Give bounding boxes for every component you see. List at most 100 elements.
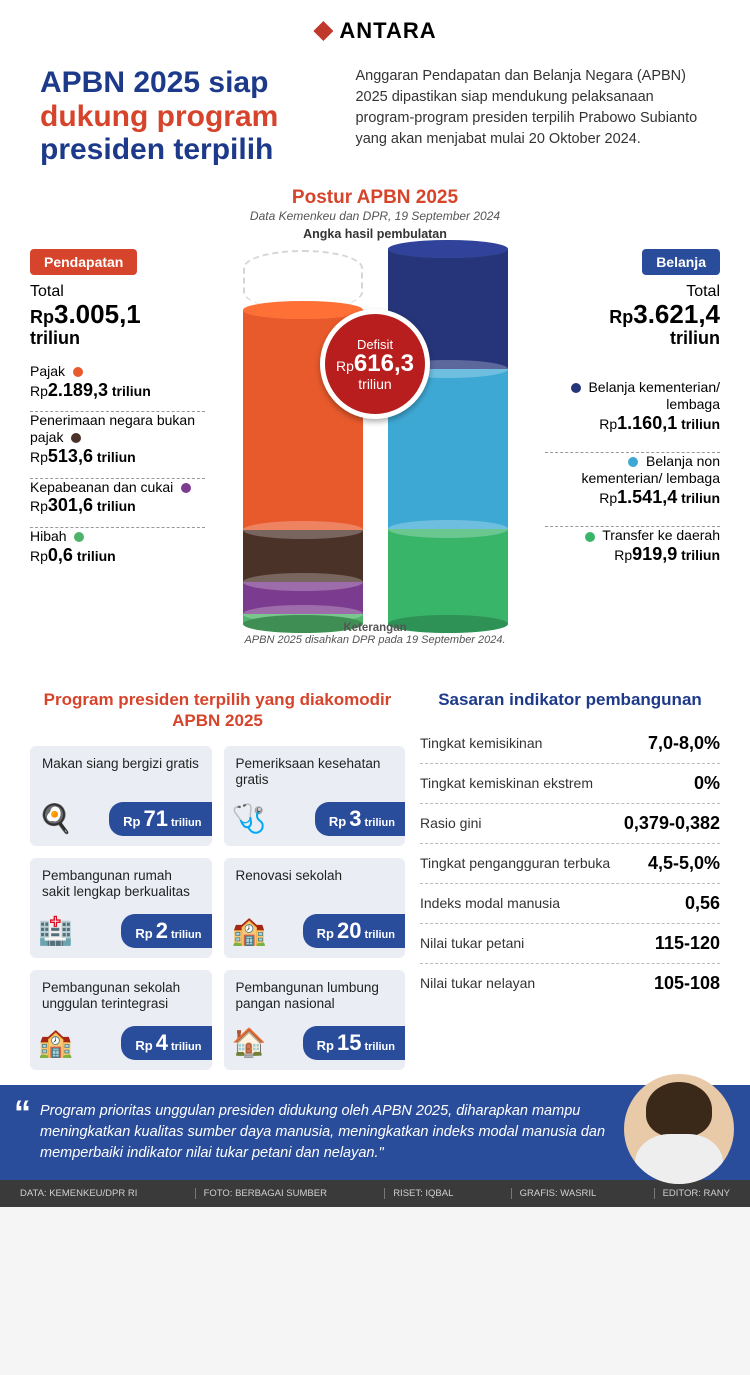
indicator-value: 4,5-5,0% bbox=[648, 853, 720, 874]
credit-foto: FOTO: BERBAGAI SUMBER bbox=[195, 1188, 327, 1199]
program-card: Pembangunan sekolah unggulan terintegras… bbox=[30, 970, 212, 1070]
program-value-bar: Rp20 triliun bbox=[303, 914, 405, 948]
legend-dot-icon bbox=[628, 457, 638, 467]
indicator-row: Rasio gini 0,379-0,382 bbox=[420, 804, 720, 844]
legend-dot-icon bbox=[585, 532, 595, 542]
belanja-total-unit: triliun bbox=[545, 328, 720, 349]
programs-section: Program presiden terpilih yang diakomodi… bbox=[30, 689, 405, 1070]
pendapatan-total-unit: triliun bbox=[30, 328, 205, 349]
program-value-bar: Rp4 triliun bbox=[121, 1026, 211, 1060]
credit-data: DATA: KEMENKEU/DPR RI bbox=[20, 1188, 137, 1199]
title-line-1: APBN 2025 siap bbox=[40, 66, 335, 100]
deficit-unit: triliun bbox=[358, 376, 391, 392]
header: ANTARA bbox=[0, 0, 750, 56]
pendapatan-column: Pendapatan Total Rp3.005,1 triliun Pajak… bbox=[30, 249, 205, 654]
indicators-section: Sasaran indikator pembangunan Tingkat ke… bbox=[420, 689, 720, 1070]
person-role: Menteri Keuangan bbox=[630, 1041, 732, 1059]
postur-section: Postur APBN 2025 Data Kemenkeu dan DPR, … bbox=[0, 187, 750, 669]
indicator-value: 115-120 bbox=[655, 933, 720, 954]
pendapatan-item: Hibah Rp0,6 triliun bbox=[30, 527, 205, 566]
program-card: Pemeriksaan kesehatan gratis 🩺 Rp3 trili… bbox=[224, 746, 406, 846]
indicator-label: Tingkat kemiskinan ekstrem bbox=[420, 775, 694, 792]
program-icon: 🏫 bbox=[38, 1026, 78, 1062]
lower-section: Program presiden terpilih yang diakomodi… bbox=[0, 669, 750, 1080]
person-avatar-icon bbox=[624, 1074, 734, 1184]
indicator-label: Tingkat kemisikinan bbox=[420, 735, 648, 752]
program-label: Makan siang bergizi gratis bbox=[42, 756, 200, 773]
deficit-value: 616,3 bbox=[354, 350, 414, 377]
indicator-value: 0,379-0,382 bbox=[624, 813, 720, 834]
legend-dot-icon bbox=[181, 483, 191, 493]
legend-dot-icon bbox=[571, 383, 581, 393]
legend-dot-icon bbox=[74, 532, 84, 542]
belanja-column: Belanja Total Rp3.621,4 triliun Belanja … bbox=[545, 249, 720, 654]
quote-icon: “ bbox=[14, 1089, 31, 1138]
title-line-3: presiden terpilih bbox=[40, 133, 335, 167]
postur-title: Postur APBN 2025 bbox=[30, 187, 720, 209]
indicators-list: Tingkat kemisikinan 7,0-8,0%Tingkat kemi… bbox=[420, 724, 720, 1003]
indicator-row: Tingkat pengangguran terbuka 4,5-5,0% bbox=[420, 844, 720, 884]
infographic-page: ANTARA APBN 2025 siap dukung program pre… bbox=[0, 0, 750, 1207]
postur-body: Pendapatan Total Rp3.005,1 triliun Pajak… bbox=[30, 249, 720, 654]
pendapatan-tag: Pendapatan bbox=[30, 249, 137, 275]
program-icon: 🏥 bbox=[38, 914, 78, 950]
pendapatan-total-value: Rp3.005,1 bbox=[30, 301, 205, 328]
indicator-value: 7,0-8,0% bbox=[648, 733, 720, 754]
pendapatan-item: Kepabeanan dan cukai Rp301,6 triliun bbox=[30, 478, 205, 517]
credit-editor: EDITOR: RANY bbox=[654, 1188, 730, 1199]
indicator-label: Indeks modal manusia bbox=[420, 895, 685, 912]
indicator-label: Nilai tukar petani bbox=[420, 935, 655, 952]
program-value-bar: Rp3 triliun bbox=[315, 802, 405, 836]
program-card: Renovasi sekolah 🏫 Rp20 triliun bbox=[224, 858, 406, 958]
brand-name: ANTARA bbox=[339, 18, 436, 44]
indicator-value: 0% bbox=[694, 773, 720, 794]
postur-rounding-note: Angka hasil pembulatan bbox=[30, 227, 720, 241]
intro-paragraph: Anggaran Pendapatan dan Belanja Negara (… bbox=[355, 66, 710, 150]
program-label: Pembangunan rumah sakit lengkap berkuali… bbox=[42, 868, 200, 902]
program-value-bar: Rp71 triliun bbox=[109, 802, 211, 836]
indicator-label: Nilai tukar nelayan bbox=[420, 975, 654, 992]
main-title: APBN 2025 siap dukung program presiden t… bbox=[40, 66, 335, 167]
programs-grid: Makan siang bergizi gratis 🍳 Rp71 triliu… bbox=[30, 746, 405, 1070]
program-label: Renovasi sekolah bbox=[236, 868, 394, 885]
postur-source: Data Kemenkeu dan DPR, 19 September 2024 bbox=[30, 209, 720, 223]
indicator-label: Tingkat pengangguran terbuka bbox=[420, 855, 648, 872]
program-icon: 🏠 bbox=[232, 1026, 272, 1062]
credit-riset: RISET: IQBAL bbox=[384, 1188, 453, 1199]
program-label: Pemeriksaan kesehatan gratis bbox=[236, 756, 394, 790]
programs-title: Program presiden terpilih yang diakomodi… bbox=[30, 689, 405, 732]
program-card: Pembangunan rumah sakit lengkap berkuali… bbox=[30, 858, 212, 958]
keterangan-note: Keterangan APBN 2025 disahkan DPR pada 1… bbox=[205, 622, 545, 646]
indicator-value: 105-108 bbox=[654, 973, 720, 994]
title-line-2: dukung program bbox=[40, 100, 335, 133]
program-icon: 🩺 bbox=[232, 802, 272, 838]
brand-logo: ANTARA bbox=[313, 18, 436, 44]
indicator-row: Indeks modal manusia 0,56 bbox=[420, 884, 720, 924]
pendapatan-item: Pajak Rp2.189,3 triliun bbox=[30, 363, 205, 401]
belanja-item: Belanja non kementerian/ lembaga Rp1.541… bbox=[545, 452, 720, 508]
indicator-row: Nilai tukar petani 115-120 bbox=[420, 924, 720, 964]
indicators-title: Sasaran indikator pembangunan bbox=[420, 689, 720, 710]
quote-text: Program prioritas unggulan presiden didu… bbox=[40, 1103, 605, 1161]
indicator-label: Rasio gini bbox=[420, 815, 624, 832]
program-card: Pembangunan lumbung pangan nasional 🏠 Rp… bbox=[224, 970, 406, 1070]
belanja-item: Transfer ke daerah Rp919,9 triliun bbox=[545, 526, 720, 565]
pendapatan-item: Penerimaan negara bukan pajak Rp513,6 tr… bbox=[30, 411, 205, 467]
indicator-row: Nilai tukar nelayan 105-108 bbox=[420, 964, 720, 1003]
deficit-badge: Defisit Rp616,3 triliun bbox=[320, 309, 430, 419]
program-icon: 🍳 bbox=[38, 802, 78, 838]
program-value-bar: Rp2 triliun bbox=[121, 914, 211, 948]
cylinder-chart: Defisit Rp616,3 triliun Keterangan APBN … bbox=[205, 249, 545, 654]
belanja-item: Belanja kementerian/ lembaga Rp1.160,1 t… bbox=[545, 379, 720, 434]
person-name: Sri Mulyani bbox=[630, 1022, 732, 1042]
cylinder-segment bbox=[388, 529, 508, 624]
indicator-value: 0,56 bbox=[685, 893, 720, 914]
legend-dot-icon bbox=[73, 367, 83, 377]
indicator-row: Tingkat kemisikinan 7,0-8,0% bbox=[420, 724, 720, 764]
indicator-row: Tingkat kemiskinan ekstrem 0% bbox=[420, 764, 720, 804]
program-label: Pembangunan sekolah unggulan terintegras… bbox=[42, 980, 200, 1014]
intro-section: APBN 2025 siap dukung program presiden t… bbox=[0, 56, 750, 187]
program-value-bar: Rp15 triliun bbox=[303, 1026, 405, 1060]
logo-mark-icon bbox=[313, 21, 333, 41]
legend-dot-icon bbox=[71, 433, 81, 443]
